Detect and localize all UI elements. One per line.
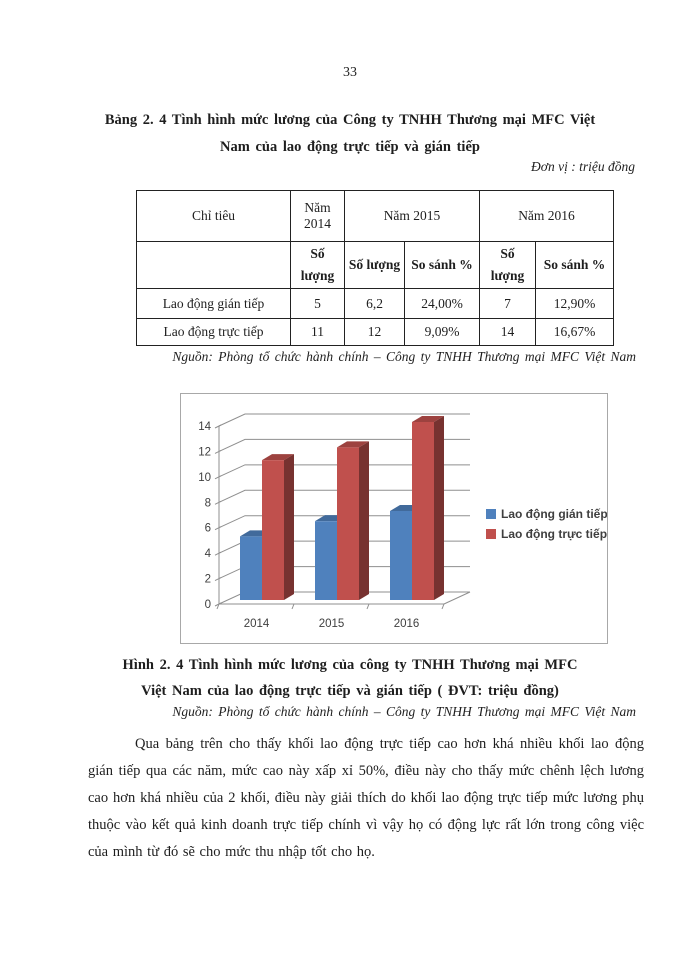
bar-series2-top	[262, 454, 294, 461]
y-tick-label: 0	[205, 599, 211, 611]
x-category-label: 2015	[319, 618, 345, 630]
cell-value: 16,67%	[535, 318, 614, 346]
cell-label: Lao động trực tiếp	[136, 318, 291, 346]
figure-source: Nguồn: Phòng tổ chức hành chính – Công t…	[172, 704, 636, 719]
bar-series2-front	[262, 460, 284, 600]
th-so-sanh-2016: So sánh %	[535, 241, 614, 289]
legend-swatch	[486, 529, 496, 539]
x-tick	[291, 603, 295, 610]
th-nam-2014: Năm 2014	[290, 190, 345, 242]
th-empty	[136, 241, 291, 289]
gridline	[218, 489, 470, 503]
th-nam-2016: Năm 2016	[479, 190, 614, 242]
th-so-luong-2016: Số lượng	[479, 241, 536, 289]
legend-swatch	[486, 509, 496, 519]
th-nam-2015: Năm 2015	[344, 190, 480, 242]
cell-value: 5	[290, 288, 345, 319]
bar-series2-side	[434, 416, 444, 600]
y-tick-label: 6	[205, 523, 211, 535]
x-category-label: 2016	[394, 618, 420, 630]
y-tick	[214, 475, 222, 480]
page-number: 33	[343, 65, 357, 80]
th-so-luong-2015: Số lượng	[344, 241, 405, 289]
y-tick-label: 14	[198, 421, 211, 433]
gridline	[218, 413, 470, 427]
table-caption-line2: Nam của lao động trực tiếp và gián tiếp	[220, 139, 480, 155]
x-category-label: 2014	[244, 618, 270, 630]
y-tick-label: 10	[198, 472, 211, 484]
th-so-sanh-2015: So sánh %	[404, 241, 480, 289]
y-tick	[214, 577, 222, 582]
table-source: Nguồn: Phòng tổ chức hành chính – Công t…	[172, 349, 636, 364]
body-paragraph: Qua bảng trên cho thấy khối lao động trự…	[88, 736, 644, 860]
figure-caption-line1: Hình 2. 4 Tình hình mức lương của công t…	[122, 657, 578, 673]
gridline	[218, 464, 470, 478]
cell-value: 7	[479, 288, 536, 319]
y-tick-label: 12	[198, 446, 211, 458]
salary-chart: 0 2 4 6 8 10 12 14 2014 2015 2016 Lao động gián tiế…	[180, 393, 608, 644]
legend-label: Lao động trực tiếp	[501, 527, 607, 541]
figure-caption-line2: Việt Nam của lao động trực tiếp và gián …	[141, 683, 559, 699]
y-tick	[214, 551, 222, 556]
table-caption-line1: Bảng 2. 4 Tình hình mức lương của Công t…	[104, 112, 596, 128]
cell-value: 9,09%	[404, 318, 480, 346]
table-caption: Bảng 2. 4 Tình hình mức lương của Công t…	[65, 107, 635, 161]
y-tick-label: 8	[205, 497, 211, 509]
salary-chart-svg: 0 2 4 6 8 10 12 14 2014 2015 2016 Lao động gián tiế…	[198, 413, 608, 630]
legend-label: Lao động gián tiếp	[501, 507, 607, 521]
bar-series1-front	[390, 511, 412, 600]
gridline	[218, 438, 470, 452]
bar-series2-top	[412, 416, 444, 422]
x-tick	[441, 603, 445, 610]
salary-table: Chỉ tiêu Năm 2014 Năm 2015 Năm 2016 Số l…	[136, 190, 614, 346]
cell-value: 12	[344, 318, 405, 346]
cell-value: 24,00%	[404, 288, 480, 319]
x-tick	[216, 603, 220, 610]
bar-series1-front	[240, 536, 262, 600]
bar-series2-front	[412, 422, 434, 600]
cell-value: 6,2	[344, 288, 405, 319]
th-so-luong-2014: Số lượng	[290, 241, 345, 289]
x-tick	[366, 603, 370, 610]
th-chi-tieu: Chỉ tiêu	[136, 190, 291, 242]
figure-caption: Hình 2. 4 Tình hình mức lương của công t…	[65, 652, 635, 704]
y-tick	[214, 424, 222, 429]
table-row: Lao động trực tiếp 11 12 9,09% 14 16,67%	[136, 318, 614, 346]
y-tick	[214, 449, 222, 454]
y-tick	[214, 526, 222, 531]
cell-value: 12,90%	[535, 288, 614, 319]
bar-series2-top	[337, 441, 369, 448]
table-row: Lao động gián tiếp 5 6,2 24,00% 7 12,90%	[136, 288, 614, 319]
floor-edge	[443, 591, 471, 605]
y-tick-label: 2	[205, 574, 211, 586]
bar-series1-front	[315, 521, 337, 600]
y-tick	[214, 500, 222, 505]
cell-value: 14	[479, 318, 536, 346]
bar-series2-front	[337, 447, 359, 600]
cell-label: Lao động gián tiếp	[136, 288, 291, 319]
cell-value: 11	[290, 318, 345, 346]
y-tick-label: 4	[205, 548, 212, 560]
bar-series2-side	[359, 441, 369, 600]
bar-series2-side	[284, 454, 294, 600]
unit-note: Đơn vị : triệu đồng	[531, 159, 635, 174]
